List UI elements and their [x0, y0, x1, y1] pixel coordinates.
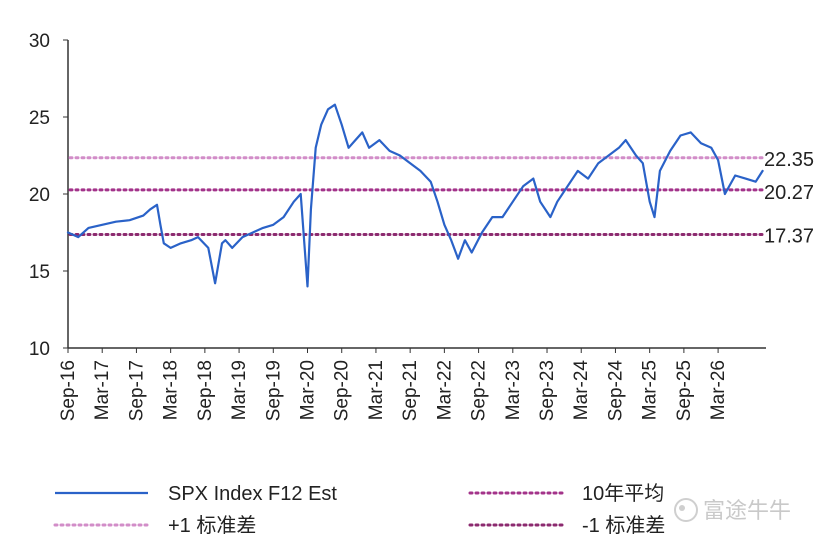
x-tick-label: Mar-26 [708, 360, 729, 420]
x-tick-label: Sep-19 [263, 360, 284, 421]
x-tick-label: Sep-17 [126, 360, 147, 421]
watermark-logo-icon [674, 498, 698, 522]
legend: SPX Index F12 Est 10年平均 +1 标准差 -1 标准差 [53, 482, 665, 537]
x-tick-label: Sep-16 [58, 360, 79, 421]
x-tick-label: Mar-18 [161, 360, 182, 420]
watermark: 富途牛牛 [674, 498, 791, 524]
ref-label-mean: 20.27 [764, 182, 814, 204]
legend-label: SPX Index F12 Est [168, 483, 337, 505]
x-tick-label: Mar-17 [92, 360, 113, 420]
y-tick-label: 30 [29, 31, 50, 52]
x-tick-label: Sep-23 [537, 360, 558, 421]
y-tick-label: 20 [29, 185, 50, 206]
x-tick-label: Sep-25 [674, 360, 695, 421]
legend-label: 10年平均 [582, 482, 664, 505]
watermark-text: 富途牛牛 [703, 499, 791, 524]
x-tick-label: Sep-22 [469, 360, 490, 421]
watermark-logo-dot [679, 505, 685, 511]
x-tick-label: Mar-20 [298, 360, 319, 420]
legend-label: +1 标准差 [168, 514, 256, 537]
x-tick-label: Mar-19 [229, 360, 250, 420]
y-axis: 10 15 20 25 30 [29, 31, 69, 360]
ref-label-minus-1-std: 17.37 [764, 226, 814, 248]
ref-label-plus-1-std: 22.35 [764, 149, 814, 171]
series-line-spx-index-f12-est [66, 103, 764, 288]
x-tick-label: Mar-22 [434, 360, 455, 420]
x-tick-label: Sep-24 [605, 360, 626, 422]
x-tick-label: Sep-20 [332, 360, 353, 421]
x-tick-label: Mar-25 [640, 360, 661, 420]
x-tick-label: Sep-18 [195, 360, 216, 421]
x-axis: Sep-16 Mar-17 Sep-17 Mar-18 Sep-18 Mar-19 Sep-… [58, 347, 766, 422]
series-area [66, 103, 764, 288]
y-tick-label: 25 [29, 108, 50, 129]
y-tick-label: 10 [29, 339, 50, 360]
x-tick-label: Sep-21 [400, 360, 421, 421]
x-tick-label: Mar-24 [571, 360, 592, 421]
x-tick-label: Mar-23 [503, 360, 524, 420]
x-tick-label: Mar-21 [366, 360, 387, 420]
y-tick-label: 15 [29, 262, 50, 283]
reference-lines [68, 156, 764, 237]
legend-label: -1 标准差 [582, 514, 665, 537]
reference-labels: 22.35 20.27 17.37 [764, 149, 814, 248]
